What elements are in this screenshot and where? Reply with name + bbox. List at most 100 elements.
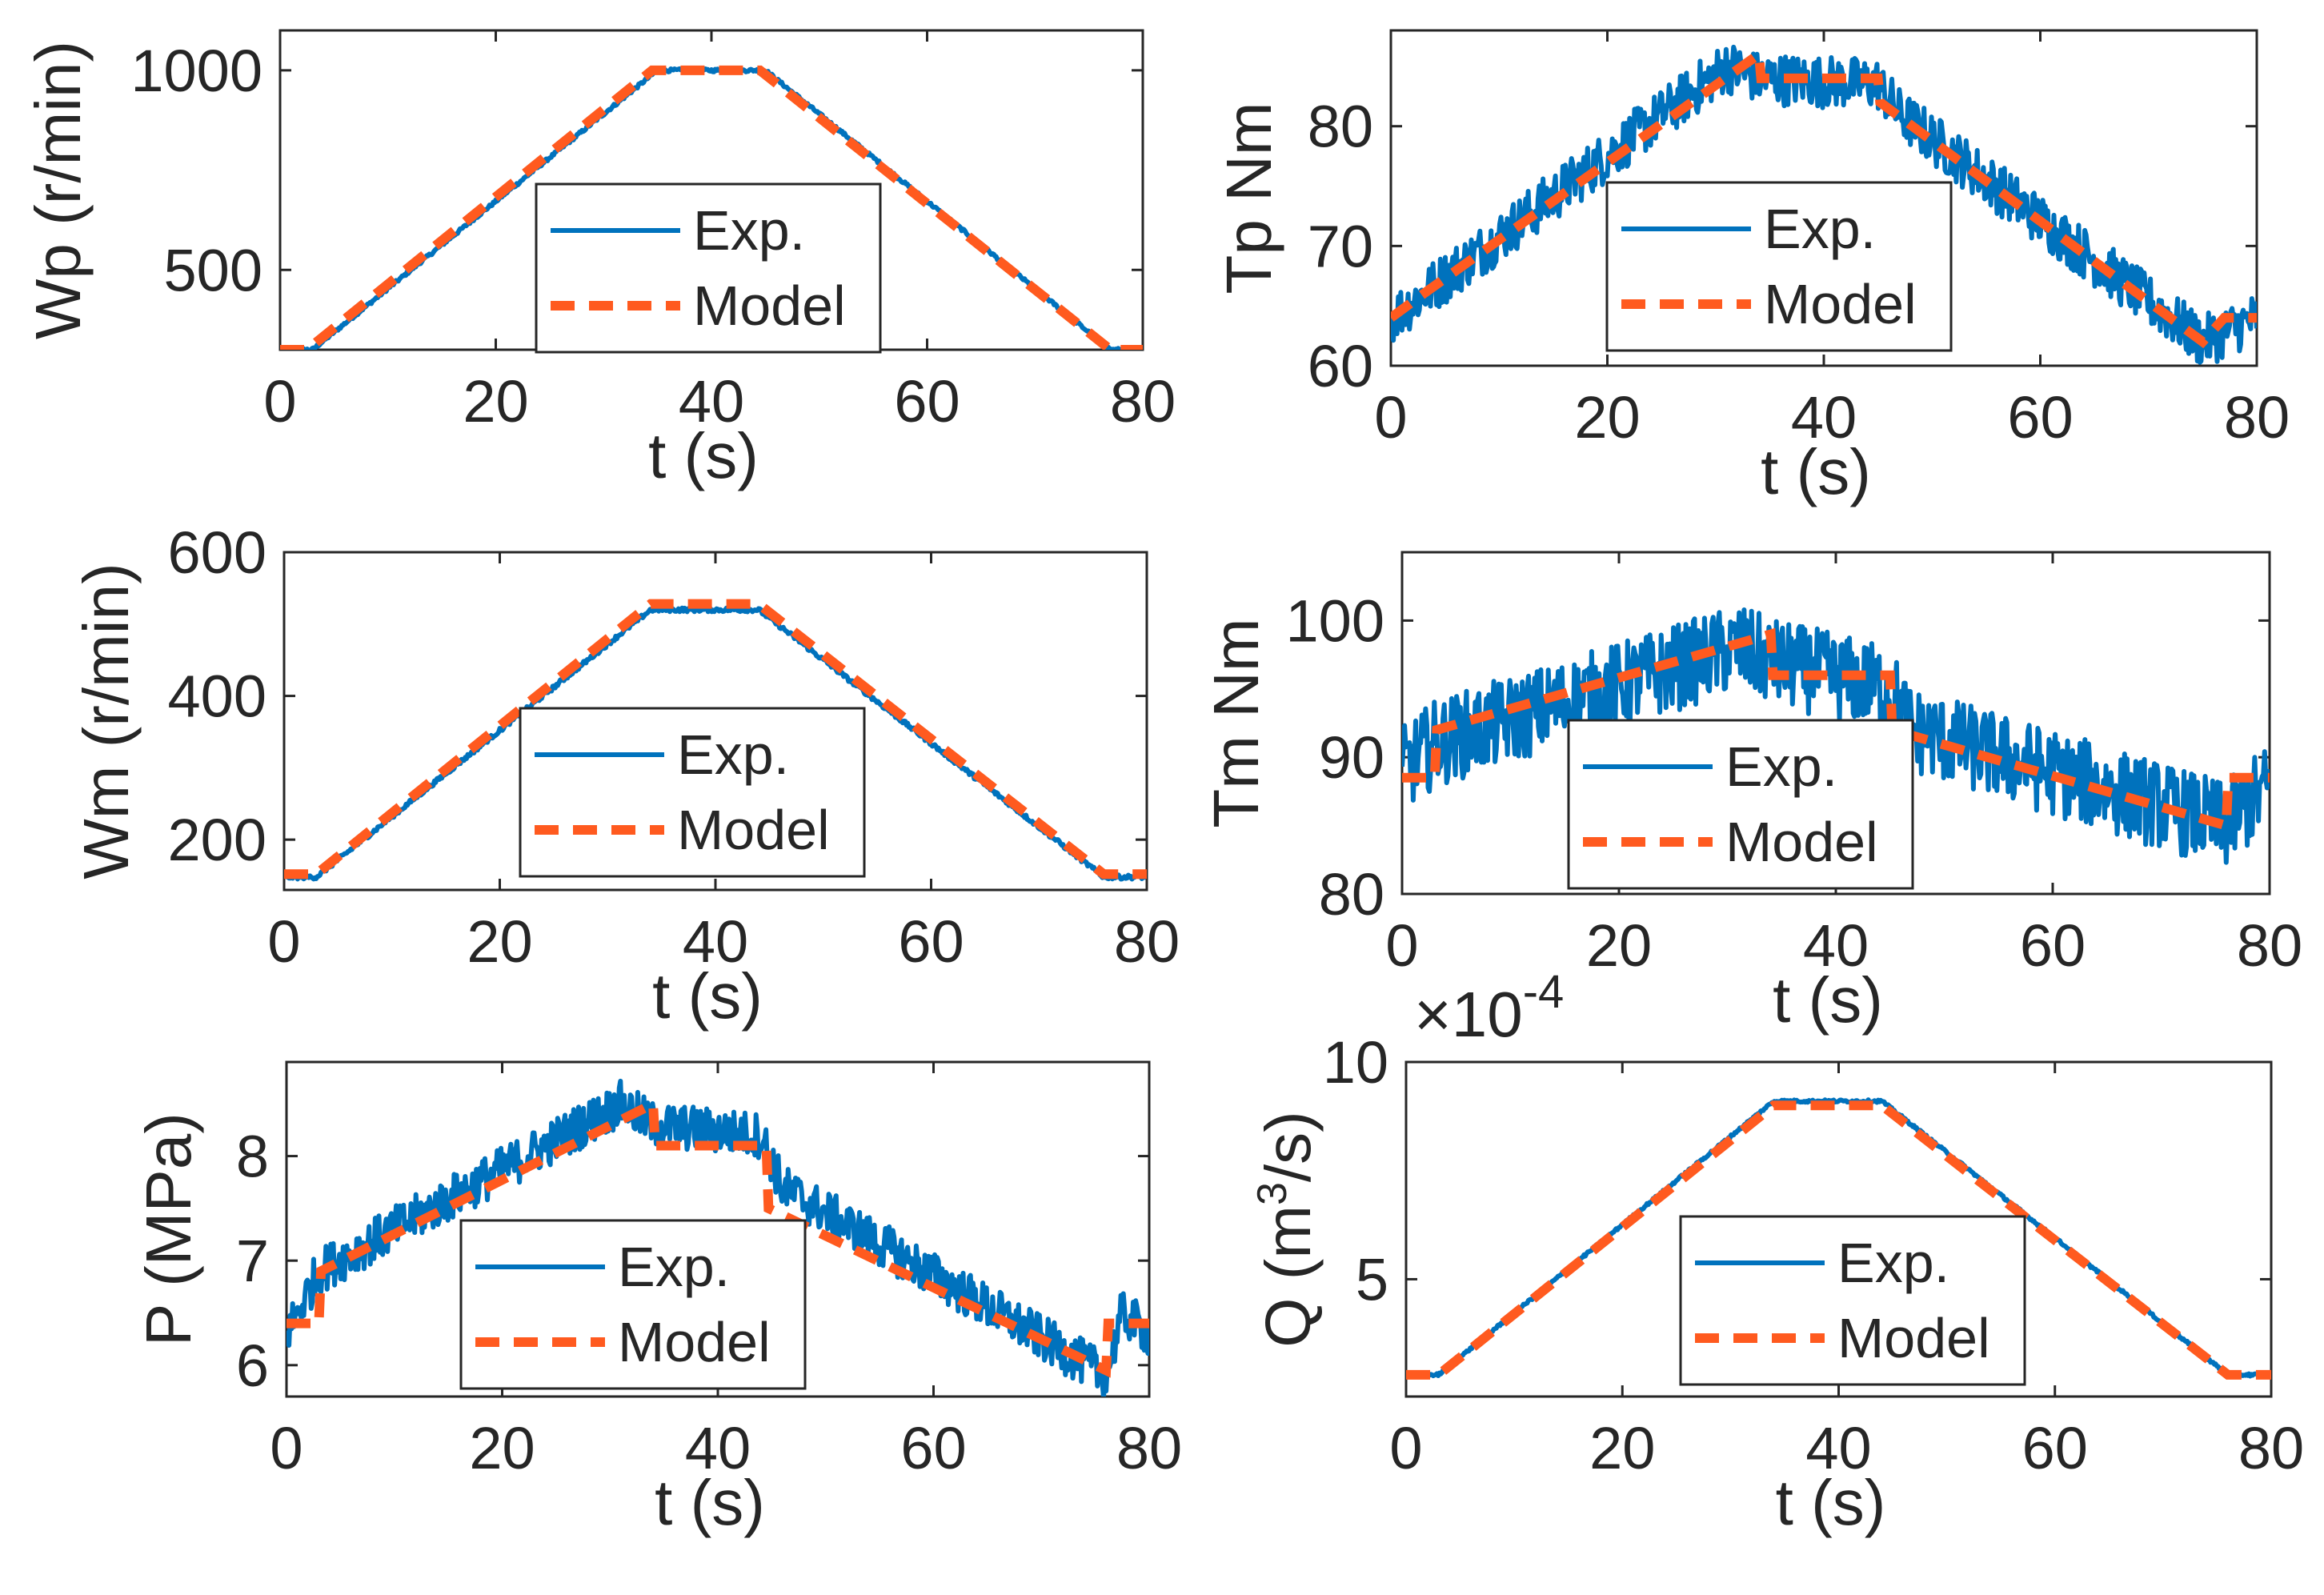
legend-frame xyxy=(459,1219,807,1390)
y-axis-label: Tp Nm xyxy=(1213,102,1284,295)
legend: Exp. Model xyxy=(535,182,882,354)
legend: Exp. Model xyxy=(459,1219,807,1390)
y-axis-label: Tm Nm xyxy=(1200,618,1272,828)
x-tick-label: 40 xyxy=(685,1415,751,1481)
legend-exp-label: Exp. xyxy=(693,199,805,262)
legend: Exp. Model xyxy=(1567,719,1914,890)
subplot-tp: 0 20 40 60 80 60 70 80 t (s) Tp Nm Exp. Model xyxy=(1213,29,2290,507)
x-axis-label: t (s) xyxy=(1776,1467,1886,1538)
x-tick-label: 20 xyxy=(469,1415,535,1481)
x-tick-label: 40 xyxy=(1803,912,1869,979)
series-model xyxy=(1402,627,2270,832)
x-tick-label: 60 xyxy=(2020,912,2086,979)
series-model xyxy=(284,599,1147,880)
y-tick-label: 8 xyxy=(236,1124,269,1190)
legend-model-label: Model xyxy=(693,275,846,337)
y-tick-label: 80 xyxy=(1308,94,1373,160)
y-tick-label: 80 xyxy=(1319,861,1384,928)
y-tick-label: 200 xyxy=(168,807,266,873)
x-tick-label: 0 xyxy=(263,368,296,435)
subplot-p: 0 20 40 60 80 6 7 8 t (s) P (MPa) Exp. Model xyxy=(133,1060,1182,1538)
legend-frame xyxy=(1567,719,1914,890)
y-tick-label: 1000 xyxy=(130,38,262,104)
legend-frame xyxy=(535,182,882,354)
x-tick-label: 0 xyxy=(270,1415,303,1481)
y-axis-label: Q (m3/s) xyxy=(1249,1111,1324,1348)
legend: Exp. Model xyxy=(519,707,866,878)
x-tick-label: 40 xyxy=(683,908,748,975)
x-tick-label: 60 xyxy=(898,908,964,975)
x-axis-label: t (s) xyxy=(652,960,763,1032)
legend-frame xyxy=(1679,1215,2026,1386)
x-tick-label: 20 xyxy=(1586,912,1652,979)
x-tick-label: 80 xyxy=(2238,1415,2304,1481)
x-tick-label: 80 xyxy=(2224,384,2290,451)
subplot-wm: 0 20 40 60 80 200 400 600 t (s) Wm (r/min) Exp. Mod… xyxy=(70,519,1180,1032)
legend: Exp. Model xyxy=(1679,1215,2026,1386)
y-tick-label: 400 xyxy=(168,663,266,730)
x-tick-label: 60 xyxy=(900,1415,966,1481)
legend-frame xyxy=(1605,181,1953,352)
y-axis-label: P (MPa) xyxy=(133,1112,204,1346)
x-axis-label: t (s) xyxy=(1773,964,1883,1036)
subplot-q: 0 20 40 60 80 5 10 t (s) Q (m3/s) ×10-4 Exp. Model xyxy=(1249,966,2304,1538)
legend-frame xyxy=(519,707,866,878)
x-tick-label: 0 xyxy=(1385,912,1418,979)
subplot-tm: 0 20 40 60 80 80 90 100 t (s) Tm Nm Exp. Model xyxy=(1200,551,2302,1036)
x-tick-label: 0 xyxy=(1389,1415,1422,1481)
x-tick-label: 80 xyxy=(1116,1415,1182,1481)
x-tick-label: 80 xyxy=(2237,912,2302,979)
x-tick-label: 80 xyxy=(1114,908,1180,975)
x-axis-label: t (s) xyxy=(655,1467,765,1538)
legend-model-label: Model xyxy=(1837,1307,1990,1369)
x-tick-label: 20 xyxy=(467,908,532,975)
x-tick-label: 0 xyxy=(267,908,300,975)
legend-model-label: Model xyxy=(677,799,830,861)
x-tick-label: 40 xyxy=(1805,1415,1871,1481)
x-axis-label: t (s) xyxy=(648,420,759,491)
legend-exp-label: Exp. xyxy=(1764,198,1876,260)
data-lines xyxy=(1406,1097,2271,1380)
y-tick-label: 6 xyxy=(236,1333,269,1399)
legend-exp-label: Exp. xyxy=(618,1236,730,1298)
legend-exp-label: Exp. xyxy=(1725,735,1837,798)
legend-exp-label: Exp. xyxy=(1837,1232,1949,1294)
x-axis-label: t (s) xyxy=(1761,436,1871,507)
y-tick-label: 10 xyxy=(1323,1029,1388,1096)
x-tick-label: 20 xyxy=(1574,384,1640,451)
y-tick-label: 5 xyxy=(1356,1246,1388,1312)
x-tick-label: 20 xyxy=(1589,1415,1655,1481)
legend-model-label: Model xyxy=(1764,273,1917,335)
x-tick-label: 80 xyxy=(1110,368,1176,435)
data-lines xyxy=(286,1078,1149,1397)
y-tick-label: 70 xyxy=(1308,213,1373,279)
x-tick-label: 0 xyxy=(1374,384,1407,451)
series-model xyxy=(1406,1100,2271,1380)
subplot-wp: 0 20 40 60 80 500 1000 t (s) Wp (r/min) Exp. Model xyxy=(22,29,1176,491)
legend-exp-label: Exp. xyxy=(677,723,789,786)
x-tick-label: 40 xyxy=(679,368,744,435)
legend: Exp. Model xyxy=(1605,181,1953,352)
y-tick-label: 60 xyxy=(1308,333,1373,399)
series-model xyxy=(286,1096,1149,1378)
data-lines xyxy=(284,599,1147,882)
x-tick-label: 20 xyxy=(463,368,528,435)
y-tick-label: 7 xyxy=(236,1228,269,1294)
data-lines xyxy=(280,65,1143,350)
x-tick-label: 60 xyxy=(2022,1415,2088,1481)
x-tick-label: 60 xyxy=(2007,384,2073,451)
y-tick-label: 90 xyxy=(1319,724,1384,791)
series-exp xyxy=(1402,607,2270,865)
series-model xyxy=(1391,45,2257,349)
y-tick-label: 600 xyxy=(168,519,266,586)
series-exp xyxy=(286,1078,1149,1397)
data-lines xyxy=(1402,607,2270,865)
y-tick-label: 100 xyxy=(1286,587,1384,654)
x-tick-label: 40 xyxy=(1791,384,1857,451)
y-axis-label: Wp (r/min) xyxy=(22,41,94,339)
data-lines xyxy=(1391,44,2257,365)
x-tick-label: 60 xyxy=(894,368,960,435)
y-axis-label: Wm (r/min) xyxy=(70,563,142,879)
y-tick-label: 500 xyxy=(164,237,262,303)
